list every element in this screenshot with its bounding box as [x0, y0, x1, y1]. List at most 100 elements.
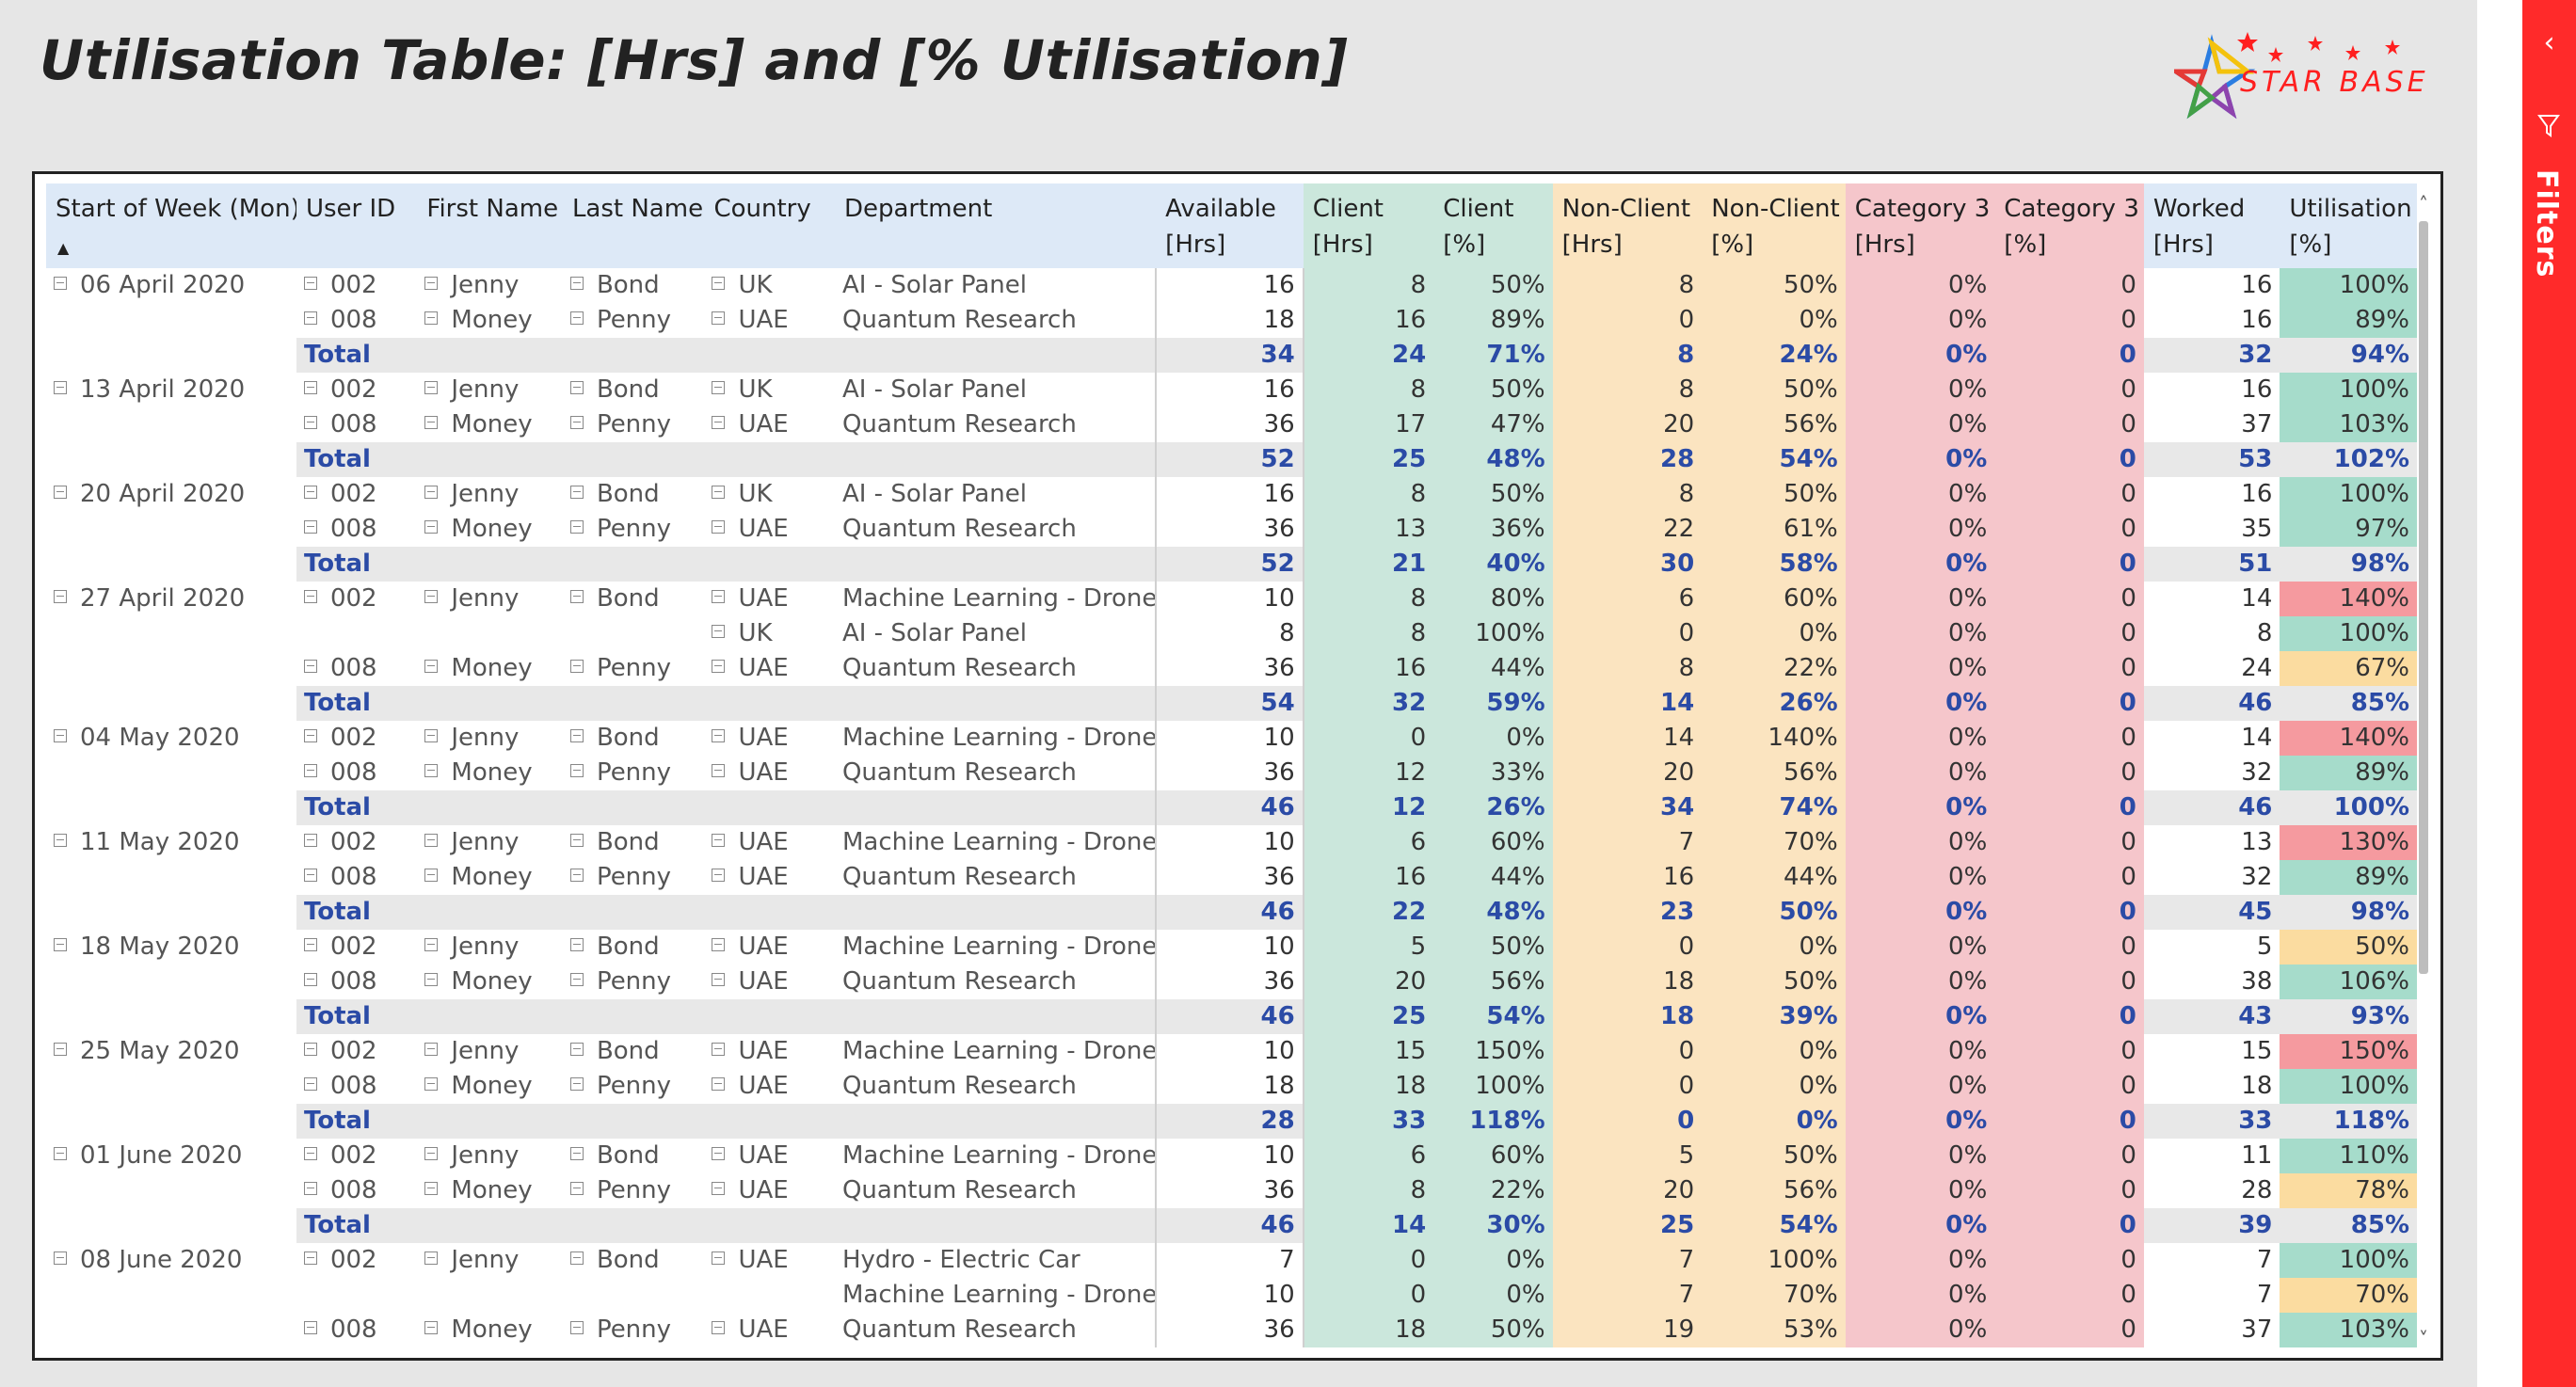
- last-cell[interactable]: Bond: [563, 477, 705, 512]
- week-cell[interactable]: 01 June 2020: [46, 1139, 296, 1173]
- collapse-icon[interactable]: [712, 1320, 726, 1334]
- collapse-icon[interactable]: [569, 868, 584, 882]
- collapse-icon[interactable]: [424, 1251, 439, 1265]
- last-cell[interactable]: Penny: [563, 756, 705, 790]
- column-header-category3-pct[interactable]: Category 3 [%]: [1994, 183, 2144, 268]
- collapse-icon[interactable]: [54, 485, 67, 499]
- collapse-icon[interactable]: [569, 763, 584, 777]
- collapse-icon[interactable]: [303, 519, 317, 534]
- collapse-icon[interactable]: [569, 728, 584, 742]
- uid-cell[interactable]: 008: [296, 651, 417, 686]
- uid-cell[interactable]: 002: [296, 1243, 417, 1278]
- uid-cell[interactable]: 008: [296, 1173, 417, 1208]
- uid-cell[interactable]: 002: [296, 1034, 417, 1069]
- collapse-icon[interactable]: [424, 937, 439, 951]
- collapse-icon[interactable]: [303, 276, 317, 290]
- column-header-country[interactable]: Country: [704, 183, 835, 268]
- last-cell[interactable]: Penny: [563, 1173, 705, 1208]
- uid-cell[interactable]: 002: [296, 930, 417, 965]
- vertical-scrollbar[interactable]: ˄ ˅: [2416, 193, 2431, 1350]
- country-cell[interactable]: UK: [704, 616, 834, 651]
- filters-label[interactable]: Filters: [2530, 169, 2563, 279]
- sort-ascending-icon[interactable]: ▲: [57, 239, 70, 257]
- column-header-category3-hrs[interactable]: Category 3 [Hrs]: [1845, 183, 1995, 268]
- scroll-up-icon[interactable]: ˄: [2419, 193, 2428, 215]
- collapse-icon[interactable]: [424, 415, 439, 429]
- collapse-icon[interactable]: [303, 1042, 317, 1056]
- first-cell[interactable]: Jenny: [417, 1139, 563, 1173]
- collapse-icon[interactable]: [569, 276, 584, 290]
- collapse-icon[interactable]: [712, 276, 726, 290]
- collapse-icon[interactable]: [712, 415, 726, 429]
- week-cell[interactable]: 11 May 2020: [46, 825, 296, 860]
- column-header-start-of-week[interactable]: Start of Week (Mon) ▲: [46, 183, 296, 268]
- uid-cell[interactable]: 008: [296, 756, 417, 790]
- collapse-icon[interactable]: [569, 1076, 584, 1091]
- first-cell[interactable]: Money: [417, 1173, 563, 1208]
- uid-cell[interactable]: 008: [296, 860, 417, 895]
- collapse-icon[interactable]: [569, 833, 584, 847]
- collapse-icon[interactable]: [303, 415, 317, 429]
- column-header-worked-hrs[interactable]: Worked [Hrs]: [2143, 183, 2280, 268]
- first-cell[interactable]: Money: [417, 860, 563, 895]
- last-cell[interactable]: Penny: [563, 1313, 705, 1347]
- country-cell[interactable]: UAE: [704, 512, 834, 547]
- collapse-icon[interactable]: [424, 659, 439, 673]
- collapse-icon[interactable]: [424, 972, 439, 986]
- first-cell[interactable]: Money: [417, 1313, 563, 1347]
- country-cell[interactable]: UAE: [704, 1069, 834, 1104]
- collapse-icon[interactable]: [712, 1076, 726, 1091]
- week-cell[interactable]: 04 May 2020: [46, 721, 296, 756]
- collapse-icon[interactable]: [424, 1076, 439, 1091]
- country-cell[interactable]: UAE: [704, 1243, 834, 1278]
- uid-cell[interactable]: 002: [296, 268, 417, 303]
- column-header-nonclient-hrs[interactable]: Non-Client [Hrs]: [1552, 183, 1703, 268]
- last-cell[interactable]: Bond: [563, 1243, 705, 1278]
- uid-cell[interactable]: 008: [296, 407, 417, 442]
- column-header-user-id[interactable]: User ID: [296, 183, 418, 268]
- week-cell[interactable]: 08 June 2020: [46, 1243, 296, 1278]
- collapse-icon[interactable]: [712, 659, 726, 673]
- uid-cell[interactable]: 002: [296, 825, 417, 860]
- collapse-icon[interactable]: [569, 380, 584, 394]
- collapse-icon[interactable]: [569, 1181, 584, 1195]
- collapse-icon[interactable]: [303, 1076, 317, 1091]
- uid-cell[interactable]: 008: [296, 965, 417, 999]
- collapse-icon[interactable]: [424, 311, 439, 325]
- collapse-icon[interactable]: [54, 1042, 67, 1056]
- country-cell[interactable]: UAE: [704, 930, 834, 965]
- last-cell[interactable]: Bond: [563, 930, 705, 965]
- last-cell[interactable]: Bond: [563, 721, 705, 756]
- column-header-available-hrs[interactable]: Available [Hrs]: [1156, 183, 1304, 268]
- collapse-icon[interactable]: [424, 728, 439, 742]
- uid-cell[interactable]: 008: [296, 303, 417, 338]
- uid-cell[interactable]: 002: [296, 373, 417, 407]
- country-cell[interactable]: UK: [704, 477, 834, 512]
- collapse-icon[interactable]: [303, 937, 317, 951]
- collapse-icon[interactable]: [303, 311, 317, 325]
- collapse-icon[interactable]: [712, 589, 726, 603]
- collapse-icon[interactable]: [712, 868, 726, 882]
- collapse-icon[interactable]: [712, 833, 726, 847]
- first-cell[interactable]: Jenny: [417, 721, 563, 756]
- column-header-first-name[interactable]: First Name: [417, 183, 563, 268]
- first-cell[interactable]: Jenny: [417, 825, 563, 860]
- uid-cell[interactable]: 002: [296, 477, 417, 512]
- uid-cell[interactable]: 002: [296, 1139, 417, 1173]
- collapse-icon[interactable]: [569, 485, 584, 499]
- collapse-icon[interactable]: [54, 1146, 67, 1160]
- country-cell[interactable]: UAE: [704, 721, 834, 756]
- first-cell[interactable]: Money: [417, 303, 563, 338]
- collapse-icon[interactable]: [424, 519, 439, 534]
- collapse-icon[interactable]: [712, 937, 726, 951]
- first-cell[interactable]: Money: [417, 1069, 563, 1104]
- collapse-icon[interactable]: [303, 1146, 317, 1160]
- collapse-icon[interactable]: [569, 1042, 584, 1056]
- country-cell[interactable]: UAE: [704, 965, 834, 999]
- collapse-icon[interactable]: [54, 1251, 67, 1265]
- collapse-icon[interactable]: [303, 972, 317, 986]
- collapse-icon[interactable]: [424, 589, 439, 603]
- country-cell[interactable]: UAE: [704, 407, 834, 442]
- collapse-icon[interactable]: [54, 380, 67, 394]
- last-cell[interactable]: Penny: [563, 1069, 705, 1104]
